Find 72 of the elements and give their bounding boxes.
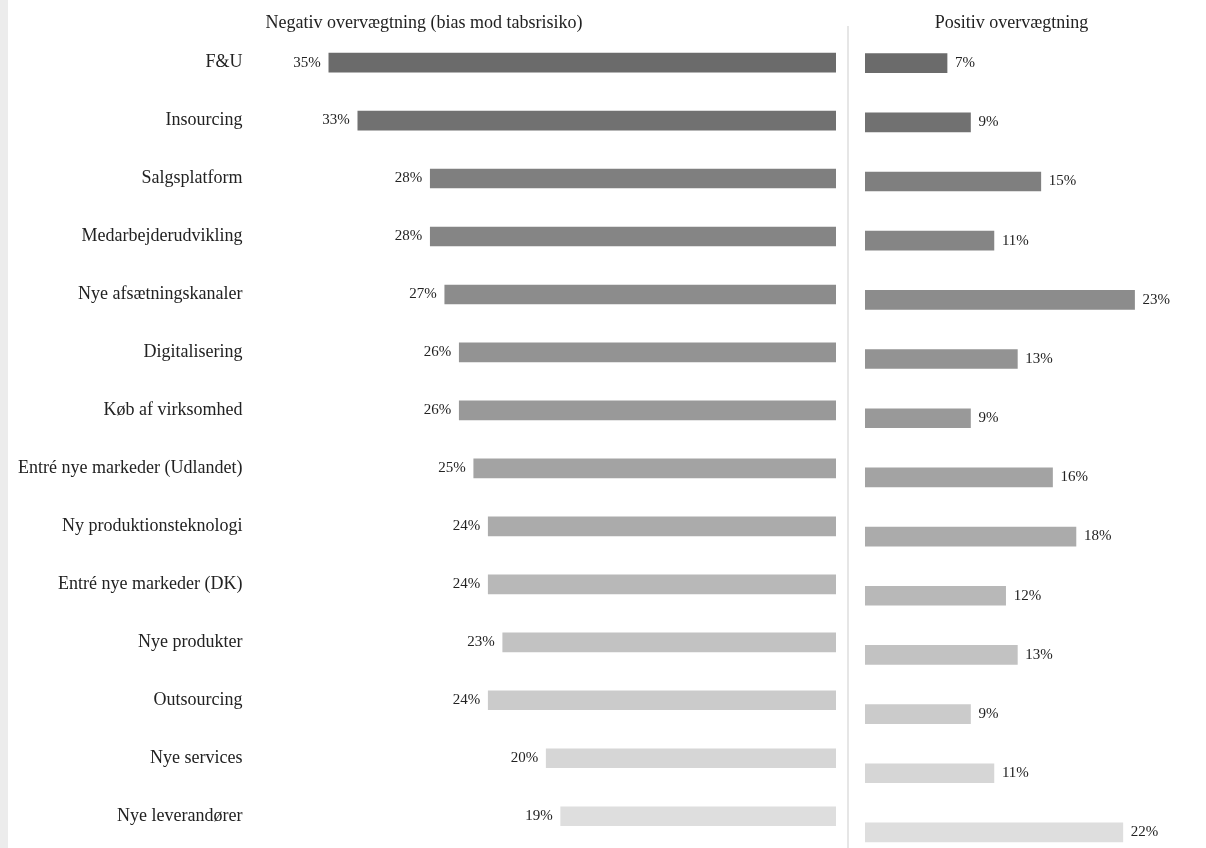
data-label: 20% xyxy=(510,749,539,766)
chart-title: Negativ overvægtning (bias mod tabsrisiko) xyxy=(265,11,583,33)
bar xyxy=(458,400,836,421)
data-label: 16% xyxy=(1060,468,1089,485)
data-label: 24% xyxy=(452,517,481,534)
bar xyxy=(429,168,836,189)
bar xyxy=(865,230,995,251)
y-tick-label: Køb af virksomhed xyxy=(103,399,243,420)
bar xyxy=(865,349,1018,369)
y-tick-label: Nye afsætningskanaler xyxy=(77,283,243,304)
y-tick-label: Medarbejderudvikling xyxy=(81,225,243,246)
data-label: 23% xyxy=(1142,290,1171,307)
y-tick-label: Nye produkter xyxy=(137,631,243,652)
bar xyxy=(487,516,836,537)
bar xyxy=(865,585,1006,606)
data-label: 26% xyxy=(423,401,452,418)
data-label: 11% xyxy=(1001,764,1029,781)
bar xyxy=(865,704,971,724)
data-label: 12% xyxy=(1013,586,1042,603)
y-tick-label: Outsourcing xyxy=(153,689,243,710)
data-label: 15% xyxy=(1048,172,1077,189)
y-tick-label: Salgsplatform xyxy=(141,167,243,188)
y-tick-label: Nye services xyxy=(149,746,243,767)
data-label: 13% xyxy=(1025,645,1053,662)
bar xyxy=(865,408,971,429)
data-label: 24% xyxy=(452,575,481,592)
bar xyxy=(487,690,836,711)
data-label: 33% xyxy=(322,111,350,128)
data-label: 28% xyxy=(394,169,423,186)
data-label: 28% xyxy=(394,227,423,244)
bar xyxy=(865,112,971,133)
data-label: 23% xyxy=(467,633,495,650)
data-label: 11% xyxy=(1001,231,1029,248)
bar xyxy=(865,645,1018,665)
y-tick-label: F&U xyxy=(205,51,243,72)
bar xyxy=(328,52,836,73)
data-label: 9% xyxy=(978,409,999,426)
bar xyxy=(865,53,948,74)
bar xyxy=(444,284,836,305)
bar xyxy=(473,458,836,479)
data-label: 24% xyxy=(452,691,481,708)
bar xyxy=(560,806,836,827)
bar xyxy=(458,342,836,363)
y-tick-label: Entré nye markeder (Udlandet) xyxy=(17,457,243,479)
data-label: 9% xyxy=(978,705,999,722)
data-label: 27% xyxy=(409,285,437,302)
bar xyxy=(865,822,1124,843)
y-tick-label: Entré nye markeder (DK) xyxy=(57,573,243,595)
bar xyxy=(865,467,1053,488)
y-tick-label: Ny produktionsteknologi xyxy=(61,515,243,536)
data-label: 19% xyxy=(525,807,553,824)
bar xyxy=(502,632,836,653)
data-label: 18% xyxy=(1083,527,1112,544)
y-tick-label: Nye leverandører xyxy=(116,804,243,825)
bar xyxy=(865,290,1135,310)
y-tick-label: Digitalisering xyxy=(143,341,243,362)
data-label: 25% xyxy=(438,459,466,476)
bar xyxy=(865,526,1077,547)
bar xyxy=(865,171,1042,192)
bar xyxy=(487,574,836,595)
y-tick-label: Insourcing xyxy=(165,109,243,130)
data-label: 9% xyxy=(978,113,999,130)
data-label: 13% xyxy=(1025,349,1053,366)
data-label: 7% xyxy=(955,54,976,71)
bar xyxy=(357,110,836,131)
chart-title: Positiv overvægtning xyxy=(934,11,1089,32)
bar xyxy=(545,748,836,769)
data-label: 22% xyxy=(1130,823,1159,840)
bar xyxy=(865,763,995,784)
data-label: 26% xyxy=(423,343,452,360)
data-label: 35% xyxy=(293,53,321,70)
bar xyxy=(429,226,836,247)
